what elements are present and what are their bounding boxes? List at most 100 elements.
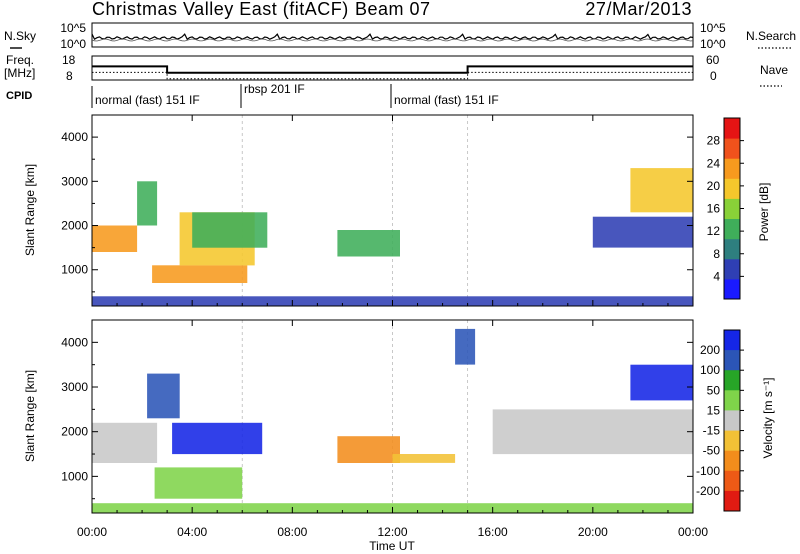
velocity-region	[630, 364, 693, 401]
x-tick-label: 00:00	[678, 525, 708, 539]
velocity-colorbar-frame	[723, 329, 741, 512]
velocity-colorbar-swatch	[724, 350, 740, 371]
power-colorbar-swatch	[724, 138, 740, 159]
freq-left-tick-bottom: 8	[66, 69, 73, 83]
power-colorbar: 4 8 12 16 20 24 28	[707, 117, 744, 300]
nave-label: Nave	[760, 63, 788, 77]
power-panel: 1000 2000 3000 4000 Slant Range [km] 4 8 12 16…	[23, 114, 771, 307]
power-colorbar-swatch	[724, 158, 740, 179]
power-colorbar-tick-label: 12	[707, 224, 721, 238]
power-colorbar-swatch	[724, 118, 740, 139]
noise-search-label: N.Search	[746, 29, 796, 43]
freq-right-tick-bottom: 0	[710, 69, 717, 83]
time-x-axis: 00:00 04:00 08:00 12:00 16:00 20:00 00:00	[77, 115, 708, 539]
freq-panel: Freq. [MHz] 18 8 60 0 Nave	[4, 53, 788, 87]
power-region	[152, 265, 248, 283]
velocity-region	[455, 328, 476, 365]
power-y-tick-label: 1000	[61, 263, 88, 277]
power-colorbar-tick-label: 28	[707, 134, 721, 148]
power-colorbar-swatch	[724, 278, 740, 300]
x-tick-label: 20:00	[578, 525, 608, 539]
date-label: 27/Mar/2013	[585, 0, 692, 19]
power-colorbar-tick-label: 16	[707, 202, 721, 216]
power-y-tick-label: 3000	[61, 174, 88, 188]
velocity-colorbar-swatch	[724, 390, 740, 411]
figure-title: Christmas Valley East (fitACF)	[92, 0, 349, 19]
power-y-label: Slant Range [km]	[23, 164, 37, 256]
power-region	[137, 181, 158, 226]
velocity-colorbar-tick-label: 15	[707, 403, 721, 417]
freq-right-tick-top: 60	[706, 53, 720, 67]
x-tick-label: 08:00	[277, 525, 307, 539]
velocity-region	[154, 467, 243, 499]
velocity-colorbar-tick-label: -50	[703, 444, 721, 458]
power-region	[337, 230, 400, 257]
noise-left-tick-bottom: 10^0	[60, 37, 86, 51]
velocity-colorbar-label: Velocity [m s⁻¹]	[761, 377, 775, 458]
cpid-panel: CPID normal (fast) 151 IF rbsp 201 IF no…	[6, 82, 499, 108]
velocity-colorbar-tick-label: 100	[700, 363, 720, 377]
power-colorbar-tick-label: 24	[707, 156, 721, 170]
x-tick-label: 04:00	[177, 525, 207, 539]
power-colorbar-swatch	[724, 258, 740, 280]
velocity-colorbar-tick-label: -15	[703, 424, 721, 438]
power-colorbar-tick-label: 20	[707, 179, 721, 193]
velocity-y-label: Slant Range [km]	[23, 370, 37, 462]
power-y-tick-label: 2000	[61, 219, 88, 233]
noise-right-tick-top: 10^5	[700, 21, 726, 35]
velocity-y-tick-label: 1000	[61, 469, 88, 483]
power-region	[192, 212, 268, 248]
velocity-colorbar-swatch	[724, 370, 740, 391]
velocity-region	[392, 454, 456, 463]
freq-label-2: [MHz]	[4, 66, 35, 80]
cpid-segment-2: rbsp 201 IF	[244, 82, 305, 96]
velocity-colorbar-swatch	[724, 430, 740, 452]
power-y-tick-label: 4000	[61, 130, 88, 144]
velocity-y-tick-label: 3000	[61, 380, 88, 394]
velocity-colorbar: 200 100 50 15 -15 -50 -100 -200	[696, 329, 744, 512]
velocity-region	[492, 409, 693, 455]
power-y-axis: 1000 2000 3000 4000	[61, 114, 693, 293]
velocity-colorbar-tick-label: -200	[696, 484, 720, 498]
velocity-y-axis: 1000 2000 3000 4000	[61, 319, 693, 500]
velocity-colorbar-swatch	[724, 450, 740, 472]
x-tick-label: 00:00	[77, 525, 107, 539]
cpid-segment-1: normal (fast) 151 IF	[95, 93, 200, 107]
velocity-colorbar-tick-label: -100	[696, 464, 720, 478]
noise-right-tick-bottom: 10^0	[700, 37, 726, 51]
noise-sky-label: N.Sky	[4, 29, 36, 43]
power-colorbar-tick-label: 8	[713, 247, 720, 261]
velocity-colorbar-swatch	[724, 330, 740, 351]
velocity-colorbar-tick-label: 50	[707, 383, 721, 397]
power-region	[592, 216, 693, 248]
velocity-y-tick-label: 4000	[61, 335, 88, 349]
velocity-colorbar-tick-label: 200	[700, 343, 720, 357]
velocity-region	[147, 373, 180, 419]
power-colorbar-swatch	[724, 238, 740, 260]
nave-line	[92, 71, 693, 80]
noise-panel: N.Sky 10^5 10^0 10^5 10^0 N.Search	[4, 21, 796, 51]
power-region	[92, 225, 138, 252]
frequency-line	[92, 65, 693, 74]
cpid-segment-3: normal (fast) 151 IF	[394, 93, 499, 107]
power-colorbar-swatch	[724, 218, 740, 240]
freq-label-1: Freq.	[6, 53, 34, 67]
beam-label: Beam 07	[355, 0, 431, 19]
x-tick-label: 12:00	[377, 525, 407, 539]
freq-left-tick-top: 18	[62, 53, 76, 67]
velocity-panel: 1000 2000 3000 4000 Slant Range [km] 200 100…	[23, 319, 775, 514]
noise-search-line	[91, 38, 694, 42]
velocity-y-tick-label: 2000	[61, 425, 88, 439]
x-tick-label: 16:00	[478, 525, 508, 539]
noise-sky-line	[91, 33, 694, 41]
velocity-region	[172, 422, 263, 455]
power-colorbar-swatch	[724, 178, 740, 199]
velocity-heatmap	[92, 320, 693, 513]
cpid-label: CPID	[6, 90, 32, 102]
power-heatmap	[92, 115, 693, 306]
velocity-colorbar-swatch	[724, 470, 740, 492]
power-colorbar-label: Power [dB]	[757, 183, 771, 242]
noise-left-tick-top: 10^5	[60, 21, 86, 35]
velocity-region	[337, 436, 400, 463]
